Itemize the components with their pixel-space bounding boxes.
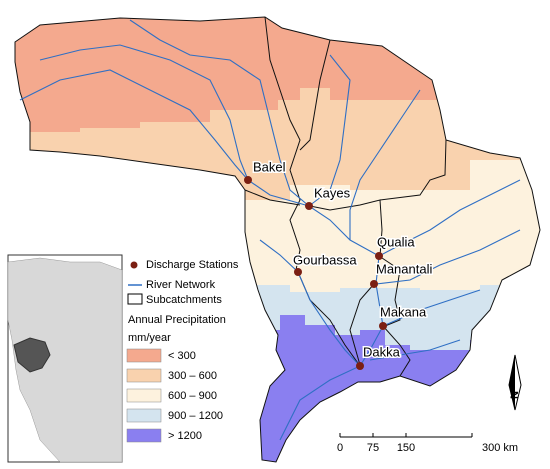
scale-bar: 0 75 150 300 km	[337, 433, 518, 454]
legend-label: 600 – 900	[168, 390, 217, 402]
legend-swatch	[126, 368, 162, 383]
legend-swatch	[126, 428, 162, 443]
station-label: Gourbassa	[293, 252, 357, 267]
legend-swatch	[126, 408, 162, 423]
north-label: N	[509, 391, 521, 399]
station-label: Kayes	[314, 185, 351, 200]
legend-label: < 300	[168, 350, 196, 362]
subcatchment-lines	[244, 16, 447, 377]
scale-label: 300 km	[482, 442, 518, 454]
station-marker	[375, 252, 383, 260]
legend-title: Annual Precipitation	[128, 314, 226, 326]
station-label: Dakka	[363, 344, 401, 359]
legend-subcatchment-symbol	[127, 293, 143, 305]
legend-label: 900 – 1200	[168, 410, 223, 422]
legend-label: Subcatchments	[146, 294, 222, 306]
station-marker	[244, 176, 252, 184]
station-marker	[370, 280, 378, 288]
legend-label: > 1200	[168, 430, 202, 442]
stations: Bakel Kayes Qualia Gourbassa Manantali Makana…	[244, 158, 434, 370]
legend-label: 300 – 600	[168, 370, 217, 382]
legend-unit: mm/year	[128, 332, 171, 344]
scale-label: 75	[367, 442, 379, 454]
station-marker	[356, 362, 364, 370]
station-marker	[294, 268, 302, 276]
inset	[7, 254, 123, 463]
legend-station-symbol	[130, 261, 138, 269]
station-marker	[379, 322, 387, 330]
legend-label: Discharge Stations	[146, 259, 239, 271]
river-network	[19, 19, 521, 441]
station-label: Manantali	[376, 261, 432, 276]
legend-swatch	[126, 388, 162, 403]
legend-swatch	[126, 348, 162, 363]
station-label: Makana	[380, 304, 427, 319]
legend: Discharge Stations River Network Subcatchm…	[126, 259, 239, 443]
north-arrow: N	[508, 354, 522, 411]
legend-label: River Network	[146, 279, 216, 291]
scale-label: 0	[337, 442, 343, 454]
station-marker	[305, 202, 313, 210]
scale-label: 150	[397, 442, 415, 454]
station-label: Bakel	[253, 159, 286, 174]
station-label: Qualia	[377, 234, 415, 249]
